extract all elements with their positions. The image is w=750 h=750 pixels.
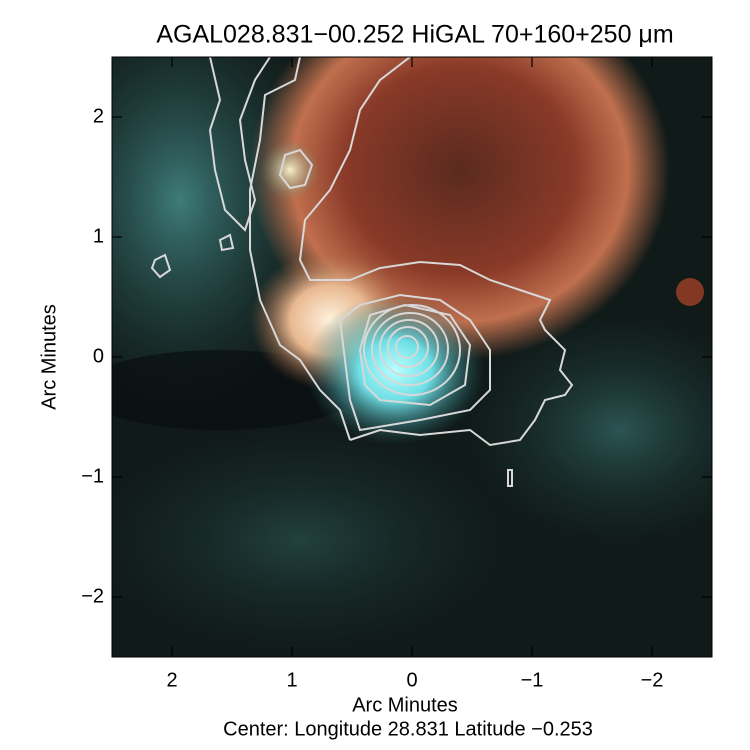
image [112,57,712,657]
contour [150,253,172,279]
y-tick-label: 2 [93,105,104,127]
contour [507,469,513,487]
contour [371,312,449,386]
y-tick-label: −1 [81,465,104,487]
x-tick-label: −1 [521,669,544,691]
contour [395,335,419,359]
contour [379,319,439,377]
contour [249,57,351,441]
y-tick-label: 0 [93,345,104,367]
x-axis-label: Arc Minutes [352,694,458,716]
x-tick-label: 2 [166,669,177,691]
y-axis-label: Arc Minutes [38,304,60,410]
contour [208,57,271,232]
contour [338,293,491,432]
contour [278,148,314,190]
contour [218,233,235,252]
x-tick-label: −2 [641,669,664,691]
y-tick-label: 1 [93,225,104,247]
contour [387,326,429,368]
chart-title: AGAL028.831−00.252 HiGAL 70+160+250 μm [156,21,673,49]
contour [298,57,574,447]
contour [358,303,472,407]
x-tick-label: 1 [286,669,297,691]
subtitle: Center: Longitude 28.831 Latitude −0.253 [223,718,593,740]
contour [363,304,461,396]
x-tick-label: 0 [406,669,417,691]
y-tick-label: −2 [81,585,104,607]
